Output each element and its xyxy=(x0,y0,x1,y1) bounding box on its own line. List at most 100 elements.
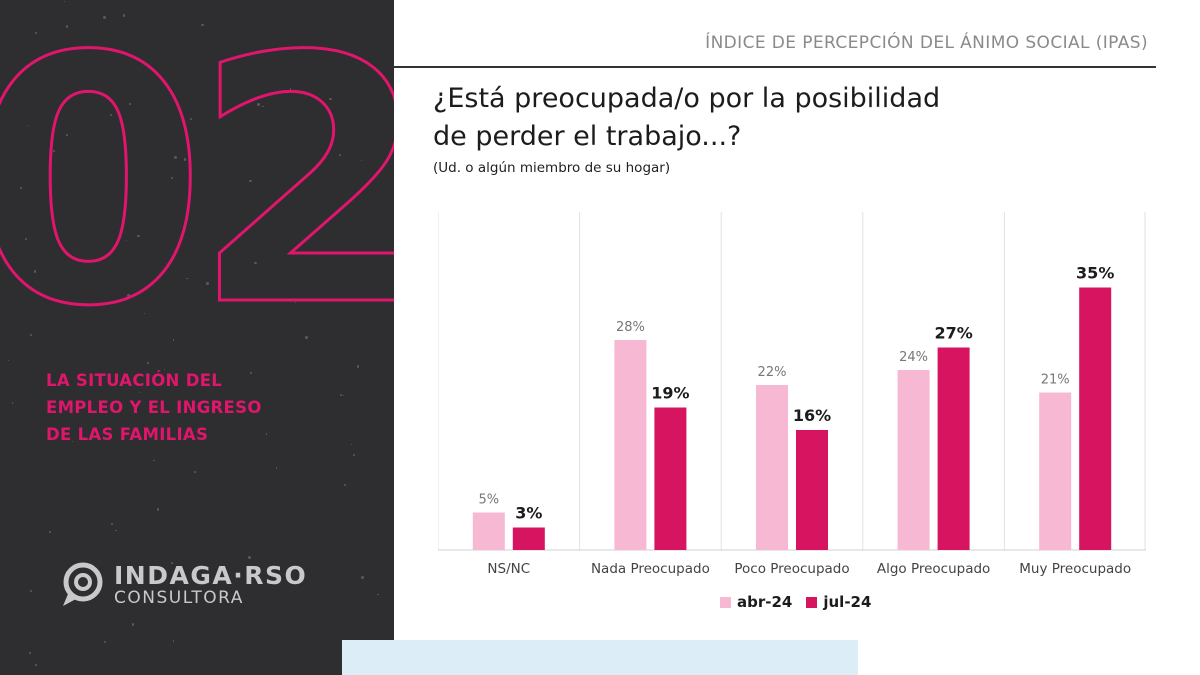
section-label-line-1: LA SITUACIÓN DEL xyxy=(46,371,223,390)
bar-value-label: 24% xyxy=(899,350,928,365)
texture-speck xyxy=(137,234,140,238)
texture-speck xyxy=(294,302,296,304)
chart-legend: abr-24 jul-24 xyxy=(720,593,885,611)
section-label-line-3: DE LAS FAMILIAS xyxy=(46,425,209,444)
company-logo: INDAGA·RSO CONSULTORA xyxy=(60,560,380,610)
x-tick-label: Algo Preocupado xyxy=(877,561,990,577)
texture-speck xyxy=(156,508,159,511)
question-note: (Ud. o algún miembro de su hogar) xyxy=(433,160,671,176)
texture-speck xyxy=(104,640,107,644)
texture-speck xyxy=(194,470,196,473)
bar-jul xyxy=(654,407,687,550)
texture-speck xyxy=(71,440,74,443)
legend-item-jul: jul-24 xyxy=(806,593,871,611)
texture-speck xyxy=(256,103,260,107)
texture-speck xyxy=(275,467,278,469)
header-title: ÍNDICE DE PERCEPCIÓN DEL ÁNIMO SOCIAL (I… xyxy=(705,33,1148,53)
texture-speck xyxy=(53,149,56,153)
texture-speck xyxy=(65,25,69,28)
bar-chart: 5% 3% NS/NC 28% 19% Nada Preocupado 22% 16% Poco… xyxy=(438,212,1146,577)
legend-label-jul: jul-24 xyxy=(823,593,872,611)
texture-speck xyxy=(163,368,165,371)
speech-bubble-icon xyxy=(63,562,103,606)
texture-speck xyxy=(342,394,344,397)
bar-value-label: 16% xyxy=(793,406,831,425)
texture-speck xyxy=(34,663,37,666)
legend-label-abr: abr-24 xyxy=(737,593,793,611)
bar-value-label: 19% xyxy=(651,384,689,403)
texture-speck xyxy=(147,361,149,364)
texture-speck xyxy=(340,393,343,396)
bar-value-label: 5% xyxy=(478,493,499,508)
texture-speck xyxy=(103,16,106,20)
header-divider xyxy=(394,66,1156,68)
section-number: 02 xyxy=(0,38,394,318)
bar-jul xyxy=(1079,287,1112,550)
logo-name: INDAGA·RSO xyxy=(114,561,308,590)
texture-speck xyxy=(65,134,69,137)
texture-speck xyxy=(173,640,175,642)
x-tick-label: Muy Preocupado xyxy=(1019,561,1131,577)
bar-value-label: 21% xyxy=(1041,373,1070,388)
texture-speck xyxy=(26,124,28,126)
bar-value-label: 3% xyxy=(515,504,542,523)
logo-subtitle: CONSULTORA xyxy=(114,588,244,608)
texture-speck xyxy=(361,576,365,580)
legend-item-abr: abr-24 xyxy=(720,593,792,611)
texture-speck xyxy=(48,531,51,534)
texture-speck xyxy=(24,238,27,241)
texture-speck xyxy=(128,102,131,105)
bar-abr xyxy=(472,512,505,550)
texture-speck xyxy=(249,371,253,375)
bar-abr xyxy=(756,385,788,550)
texture-speck xyxy=(254,262,257,265)
texture-speck xyxy=(298,575,301,577)
section-label-line-2: EMPLEO Y EL INGRESO xyxy=(46,398,262,417)
bar-abr xyxy=(897,370,930,550)
bar-value-label: 27% xyxy=(934,324,972,343)
bar-jul xyxy=(937,347,970,550)
texture-speck xyxy=(247,555,251,559)
texture-speck xyxy=(328,97,332,101)
x-tick-label: NS/NC xyxy=(487,561,530,577)
texture-speck xyxy=(30,590,32,593)
texture-speck xyxy=(20,187,23,190)
texture-speck xyxy=(353,454,356,457)
x-tick-label: Poco Preocupado xyxy=(734,561,849,577)
texture-speck xyxy=(126,293,130,297)
texture-speck xyxy=(109,114,112,117)
texture-speck xyxy=(183,158,187,161)
texture-speck xyxy=(29,334,33,337)
bar-abr xyxy=(1039,392,1072,550)
legend-swatch-jul xyxy=(806,596,818,608)
texture-speck xyxy=(171,176,174,179)
texture-speck xyxy=(289,88,292,90)
bar-value-label: 35% xyxy=(1076,264,1114,283)
texture-speck xyxy=(172,339,175,341)
texture-speck xyxy=(173,155,177,159)
texture-speck xyxy=(33,270,36,273)
section-number-outline: 02 xyxy=(0,38,394,318)
texture-speck xyxy=(249,179,252,182)
texture-speck xyxy=(361,159,363,162)
texture-speck xyxy=(171,561,174,564)
bar-abr xyxy=(614,340,647,550)
texture-speck xyxy=(350,443,352,445)
section-label: LA SITUACIÓN DEL EMPLEO Y EL INGRESO DE … xyxy=(46,367,346,448)
texture-speck xyxy=(262,105,264,108)
texture-speck xyxy=(126,239,128,241)
texture-speck xyxy=(305,336,308,339)
question-line-1: ¿Está preocupada/o por la posibilidad xyxy=(433,83,941,114)
texture-speck xyxy=(11,402,14,404)
texture-speck xyxy=(115,529,117,532)
texture-speck xyxy=(110,523,113,526)
texture-speck xyxy=(356,365,360,368)
question-title: ¿Está preocupada/o por la posibilidad de… xyxy=(433,80,1053,156)
texture-speck xyxy=(377,593,380,596)
bar-value-label: 22% xyxy=(758,365,787,380)
bar-jul xyxy=(796,430,828,550)
texture-speck xyxy=(122,14,125,17)
texture-speck xyxy=(190,118,193,121)
texture-speck xyxy=(29,651,32,654)
bottom-strip xyxy=(342,640,858,675)
